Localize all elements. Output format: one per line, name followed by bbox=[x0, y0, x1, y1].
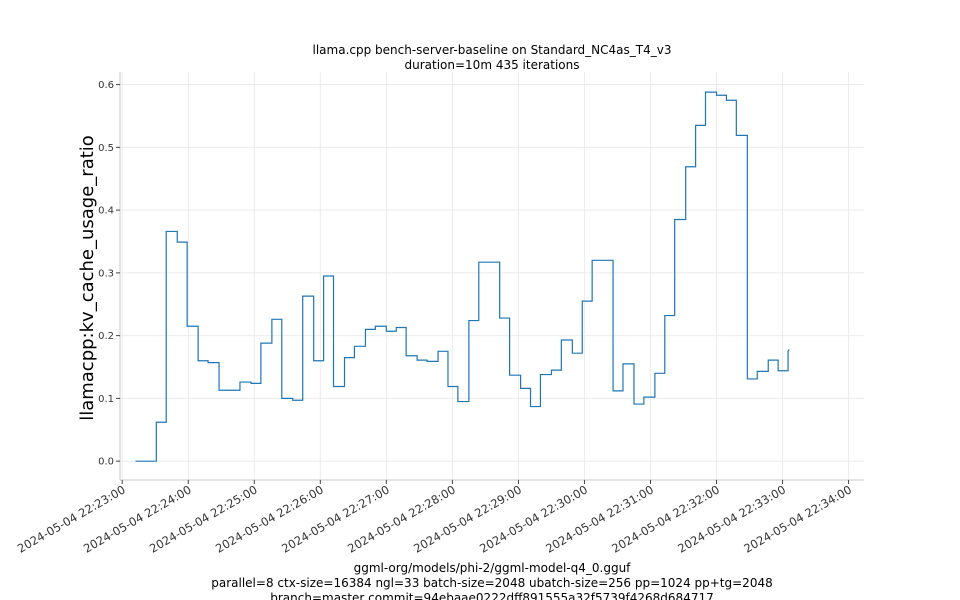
series-layer bbox=[135, 91, 790, 462]
x-tick-label: 2024-05-04 22:33:00 bbox=[675, 482, 788, 555]
footer-model: ggml-org/models/phi-2/ggml-model-q4_0.gg… bbox=[354, 561, 632, 575]
y-tick-label: 0.5 bbox=[98, 143, 114, 154]
x-tick-label: 2024-05-04 22:24:00 bbox=[81, 482, 194, 555]
y-tick-label: 0.6 bbox=[98, 80, 114, 91]
chart-subtitle: duration=10m 435 iterations bbox=[405, 58, 580, 72]
x-tick-label: 2024-05-04 22:26:00 bbox=[213, 482, 326, 555]
y-axis-label: llamacpp:kv_cache_usage_ratio bbox=[77, 135, 98, 421]
x-tick-label: 2024-05-04 22:32:00 bbox=[609, 482, 722, 555]
y-tick-label: 0.4 bbox=[98, 206, 114, 217]
x-tick-label: 2024-05-04 22:29:00 bbox=[411, 482, 524, 555]
footer-commit: branch=master commit=94ebaae0222dff89155… bbox=[270, 591, 713, 600]
x-tick-label: 2024-05-04 22:23:00 bbox=[15, 482, 128, 555]
x-tick-label: 2024-05-04 22:34:00 bbox=[741, 482, 854, 555]
x-tick-label: 2024-05-04 22:30:00 bbox=[477, 482, 590, 555]
x-tick-label: 2024-05-04 22:25:00 bbox=[147, 482, 260, 555]
x-tick-label: 2024-05-04 22:28:00 bbox=[345, 482, 458, 555]
grid bbox=[120, 72, 864, 480]
y-tick-label: 0.3 bbox=[98, 268, 114, 279]
series-line bbox=[135, 91, 790, 462]
y-tick-label: 0.1 bbox=[98, 394, 114, 405]
y-axis: 0.0 0.1 0.2 0.3 0.4 0.5 0.6 bbox=[98, 80, 120, 468]
y-tick-label: 0.2 bbox=[98, 331, 114, 342]
axes-frame bbox=[119, 72, 864, 481]
chart-title: llama.cpp bench-server-baseline on Stand… bbox=[313, 43, 672, 57]
footer-params: parallel=8 ctx-size=16384 ngl=33 batch-s… bbox=[211, 576, 772, 590]
x-tick-label: 2024-05-04 22:27:00 bbox=[279, 482, 392, 555]
y-tick-label: 0.0 bbox=[98, 457, 114, 468]
x-tick-label: 2024-05-04 22:31:00 bbox=[543, 482, 656, 555]
